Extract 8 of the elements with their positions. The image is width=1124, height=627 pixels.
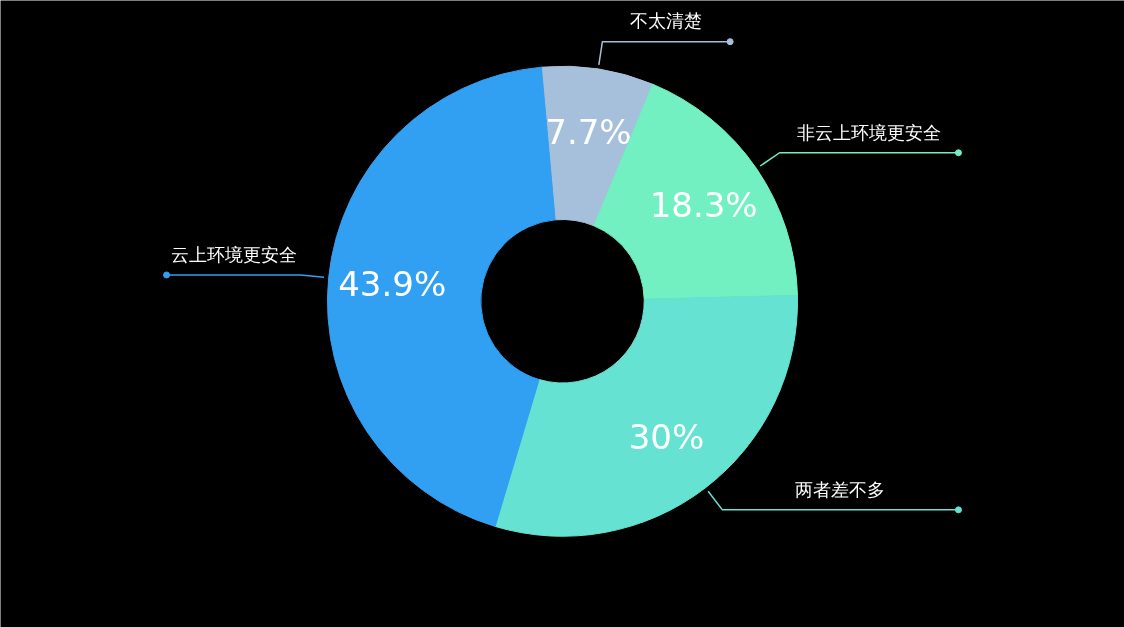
- data-label: 43.9%: [338, 264, 447, 305]
- data-label: 7.7%: [545, 112, 632, 153]
- slice-label: 两者差不多: [795, 478, 886, 500]
- slice-label: 不太清楚: [630, 10, 703, 32]
- slice-label: 云上环境更安全: [170, 243, 297, 265]
- data-label: 30%: [628, 416, 705, 457]
- data-label: 18.3%: [649, 184, 758, 225]
- slice-label: 非云上环境更安全: [797, 121, 942, 143]
